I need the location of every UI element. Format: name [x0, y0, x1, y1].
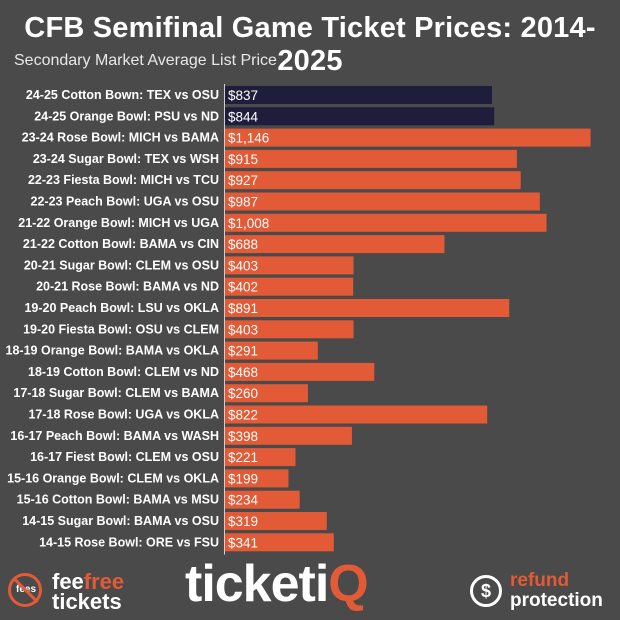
value-label-5: $987	[228, 195, 258, 210]
bar-2	[225, 128, 591, 147]
value-label-18: $199	[228, 471, 258, 486]
value-label-8: $403	[228, 258, 258, 273]
category-label-6: 21-22 Orange Bowl: MICH vs UGA	[18, 216, 219, 230]
category-label-5: 22-23 Peach Bowl: UGA vs OSU	[31, 195, 220, 209]
bar-16	[225, 426, 352, 445]
category-label-19: 15-16 Cotton Bowl: BAMA vs MSU	[17, 493, 219, 507]
category-label-14: 17-18 Sugar Bowl: CLEM vs BAMA	[13, 386, 219, 400]
bar-19	[225, 490, 300, 509]
category-label-16: 16-17 Peach Bowl: BAMA vs WASH	[10, 429, 219, 443]
feefree-tickets-logo: fees feefree tickets	[8, 571, 138, 615]
fee-text: fee	[52, 569, 84, 594]
refund-protection-logo: $ refund protection	[470, 571, 620, 617]
value-label-16: $398	[228, 429, 258, 444]
bar-4	[225, 171, 521, 190]
footer-logos: fees feefree tickets ticketiQ $ refund p…	[0, 555, 620, 620]
bar-7	[225, 235, 445, 254]
value-label-10: $891	[228, 301, 258, 316]
category-label-21: 14-15 Rose Bowl: ORE vs FSU	[39, 535, 219, 549]
bar-chart: 24-25 Cotton Bown: TEX vs OSU $837 24-25 O…	[6, 84, 591, 555]
ticketiq-q-text: Q	[328, 555, 368, 613]
category-label-8: 20-21 Sugar Bowl: CLEM vs OSU	[24, 258, 219, 272]
category-label-9: 20-21 Rose Bowl: BAMA vs ND	[36, 280, 219, 294]
bar-0	[225, 86, 493, 104]
free-text: free	[83, 569, 125, 594]
bar-12	[225, 341, 318, 360]
bar-5	[225, 192, 540, 211]
bar-20	[225, 512, 327, 530]
category-label-3: 23-24 Sugar Bowl: TEX vs WSH	[33, 152, 219, 166]
value-label-0: $837	[228, 88, 258, 103]
value-label-21: $341	[228, 535, 258, 550]
category-label-1: 24-25 Orange Bowl: PSU vs ND	[34, 109, 219, 123]
protection-text: protection	[510, 590, 603, 611]
bar-8	[225, 256, 354, 275]
category-label-17: 16-17 Fiest Bowl: CLEM vs OSU	[30, 450, 219, 464]
value-label-2: $1,146	[228, 131, 269, 146]
category-label-20: 14-15 Sugar Bowl: BAMA vs OSU	[22, 514, 219, 528]
feefree-word: feefree	[52, 571, 124, 593]
no-fees-icon: fees	[8, 573, 42, 607]
category-label-18: 15-16 Orange Bowl: CLEM vs OKLA	[7, 471, 219, 485]
category-label-12: 18-19 Orange Bowl: BAMA vs OKLA	[6, 344, 219, 358]
value-label-15: $822	[228, 408, 258, 423]
value-label-17: $221	[228, 450, 258, 465]
category-label-2: 23-24 Rose Bowl: MICH vs BAMA	[22, 131, 219, 145]
chart-title: CFB Semifinal Game Ticket Prices: 2014-2…	[24, 12, 596, 77]
bar-21	[225, 533, 334, 552]
value-label-11: $403	[228, 322, 258, 337]
refund-dollar-icon: $	[470, 575, 502, 607]
category-label-10: 19-20 Peach Bowl: LSU vs OKLA	[24, 301, 219, 315]
value-label-13: $468	[228, 365, 258, 380]
category-label-4: 22-23 Fiesta Bowl: MICH vs TCU	[28, 173, 219, 187]
bar-11	[225, 320, 354, 339]
ticketiq-logo: ticketiQ	[185, 555, 369, 613]
bar-3	[225, 149, 517, 168]
refund-text: refund	[510, 570, 570, 591]
value-label-14: $260	[228, 386, 258, 401]
bar-18	[225, 469, 289, 488]
value-label-6: $1,008	[228, 216, 269, 231]
category-label-0: 24-25 Cotton Bown: TEX vs OSU	[26, 88, 219, 102]
value-label-1: $844	[228, 109, 259, 124]
bar-14	[225, 384, 308, 403]
category-label-7: 21-22 Cotton Bowl: BAMA vs CIN	[23, 237, 219, 251]
value-label-9: $402	[228, 280, 258, 295]
value-label-19: $234	[228, 493, 259, 508]
tickets-text: tickets	[52, 589, 122, 614]
chart-subtitle: Secondary Market Average List Price	[14, 52, 277, 69]
no-fees-icon-text: fees	[16, 584, 37, 595]
bar-9	[225, 277, 354, 296]
value-label-3: $915	[228, 152, 258, 167]
category-label-13: 18-19 Cotton Bowl: CLEM vs ND	[28, 365, 219, 379]
ticketiq-main-text: ticketi	[185, 555, 329, 613]
value-label-4: $927	[228, 173, 258, 188]
bar-1	[225, 107, 495, 126]
bar-6	[225, 213, 547, 232]
bar-15	[225, 405, 488, 424]
category-label-11: 19-20 Fiesta Bowl: OSU vs CLEM	[23, 322, 219, 336]
bar-13	[225, 362, 375, 381]
category-label-15: 17-18 Rose Bowl: UGA vs OKLA	[28, 408, 219, 422]
bar-10	[225, 299, 510, 317]
value-label-20: $319	[228, 514, 258, 529]
value-label-7: $688	[228, 237, 258, 252]
bar-17	[225, 448, 296, 467]
value-label-12: $291	[228, 344, 258, 359]
